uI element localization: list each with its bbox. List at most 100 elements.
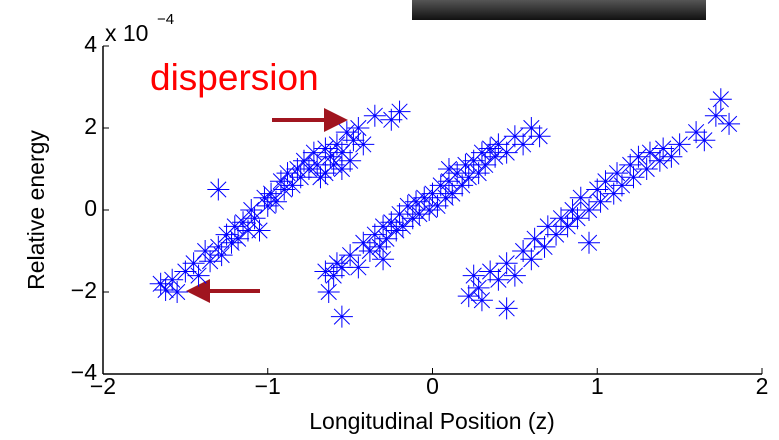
point bbox=[619, 153, 642, 176]
point bbox=[380, 108, 403, 131]
point bbox=[434, 186, 457, 209]
point bbox=[161, 268, 184, 291]
point bbox=[429, 174, 452, 197]
point bbox=[495, 141, 518, 164]
point bbox=[523, 227, 546, 250]
point bbox=[391, 215, 414, 238]
point bbox=[253, 186, 276, 209]
point bbox=[306, 153, 329, 176]
point bbox=[215, 223, 238, 246]
point bbox=[358, 240, 381, 262]
point bbox=[276, 162, 299, 185]
point bbox=[194, 240, 217, 262]
point bbox=[352, 231, 375, 254]
point bbox=[668, 133, 691, 156]
y-multiplier-exponent: −4 bbox=[157, 11, 174, 28]
point bbox=[248, 219, 271, 242]
point bbox=[709, 88, 732, 111]
point bbox=[685, 121, 708, 144]
point bbox=[660, 145, 683, 168]
point bbox=[421, 182, 444, 205]
x-axis-label: Longitudinal Position (z) bbox=[309, 408, 554, 434]
point bbox=[528, 125, 551, 148]
point bbox=[243, 207, 266, 230]
point bbox=[495, 252, 518, 275]
point bbox=[462, 149, 485, 172]
point bbox=[589, 190, 612, 213]
point bbox=[314, 162, 337, 185]
point bbox=[273, 178, 296, 201]
point bbox=[352, 133, 375, 156]
point bbox=[220, 231, 243, 254]
point bbox=[166, 281, 189, 303]
point bbox=[441, 182, 464, 205]
point bbox=[269, 170, 292, 193]
y-tick-label: 2 bbox=[84, 113, 97, 139]
point bbox=[512, 133, 535, 156]
point bbox=[363, 223, 386, 246]
point bbox=[545, 223, 568, 246]
point bbox=[652, 137, 675, 160]
point bbox=[467, 276, 490, 299]
point bbox=[578, 199, 601, 221]
point bbox=[363, 104, 386, 127]
point bbox=[339, 244, 362, 267]
point bbox=[520, 248, 543, 271]
point bbox=[606, 162, 629, 185]
point bbox=[578, 231, 601, 254]
point bbox=[437, 158, 460, 180]
point bbox=[495, 297, 518, 320]
point bbox=[388, 203, 411, 226]
point bbox=[479, 137, 502, 160]
x-tick-label: 1 bbox=[591, 373, 604, 399]
point bbox=[199, 250, 222, 273]
point bbox=[289, 166, 312, 189]
point bbox=[335, 121, 358, 144]
point bbox=[446, 162, 469, 185]
point bbox=[566, 207, 589, 230]
y-tick-label: 4 bbox=[84, 31, 97, 57]
point bbox=[474, 153, 497, 176]
annotation: dispersion bbox=[150, 57, 319, 98]
point bbox=[610, 174, 633, 197]
point bbox=[718, 112, 741, 135]
point bbox=[479, 260, 502, 283]
point bbox=[536, 215, 559, 238]
point bbox=[520, 117, 543, 139]
point bbox=[426, 194, 449, 217]
point bbox=[388, 100, 411, 123]
point bbox=[260, 182, 283, 205]
point bbox=[256, 194, 279, 217]
point bbox=[319, 145, 342, 168]
x-tick-label: 2 bbox=[756, 373, 769, 399]
point bbox=[297, 158, 320, 180]
point bbox=[622, 166, 645, 189]
point bbox=[470, 289, 493, 312]
point bbox=[302, 141, 325, 164]
point bbox=[325, 252, 348, 275]
point bbox=[561, 199, 584, 221]
point bbox=[586, 178, 609, 201]
point bbox=[236, 219, 259, 242]
point bbox=[380, 211, 403, 234]
point bbox=[372, 215, 395, 238]
point bbox=[693, 129, 716, 152]
point bbox=[317, 281, 340, 303]
point bbox=[223, 215, 246, 238]
point bbox=[207, 235, 230, 258]
point bbox=[487, 268, 510, 291]
point bbox=[292, 149, 315, 172]
point bbox=[325, 133, 348, 156]
point bbox=[462, 264, 485, 287]
point bbox=[330, 256, 353, 279]
point bbox=[405, 190, 428, 213]
point bbox=[309, 166, 332, 189]
point bbox=[487, 133, 510, 156]
x-tick-label: 0 bbox=[426, 373, 439, 399]
header-bar bbox=[412, 0, 706, 20]
point bbox=[648, 149, 671, 172]
point bbox=[484, 145, 507, 168]
point bbox=[602, 182, 625, 205]
point bbox=[330, 141, 353, 164]
point bbox=[704, 104, 727, 127]
